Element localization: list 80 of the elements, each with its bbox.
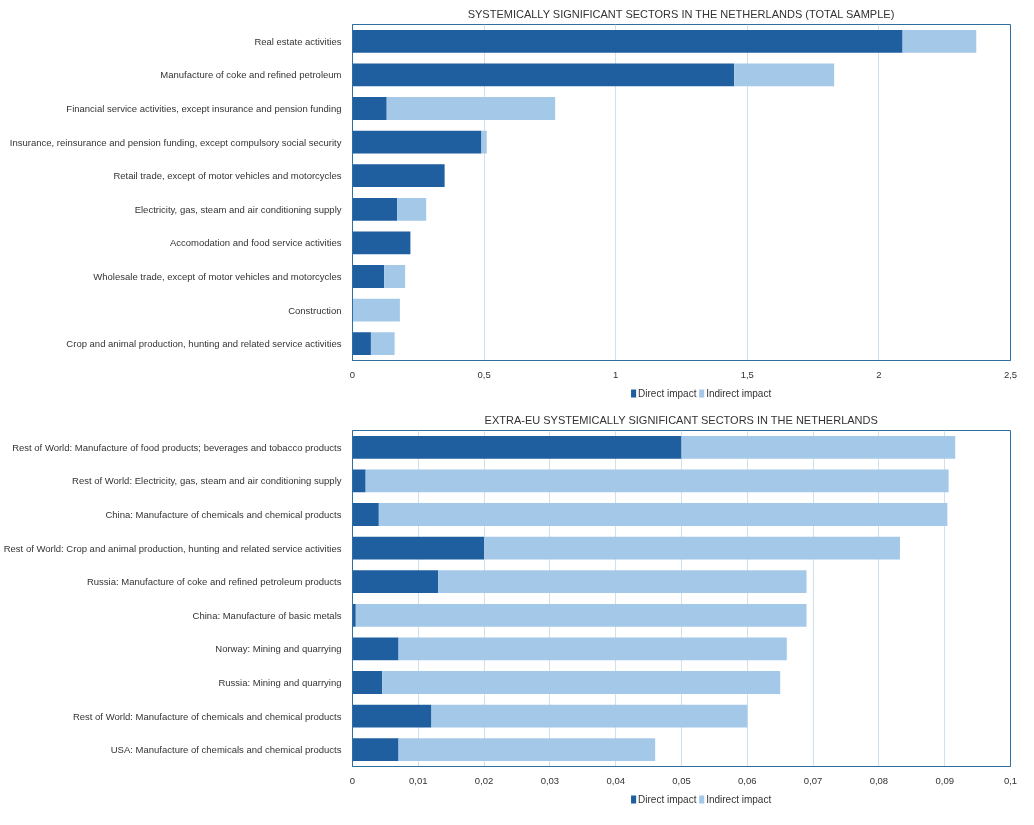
bar <box>370 332 395 356</box>
x-tick-label: 0,05 <box>672 774 691 786</box>
x-tick-label: 2,5 <box>1003 368 1018 380</box>
bar <box>382 671 781 694</box>
bar <box>352 63 735 87</box>
bar <box>386 97 556 120</box>
x-tick-label: 0,08 <box>869 774 889 786</box>
bar <box>352 503 379 526</box>
legend-label: Direct impact <box>638 794 697 805</box>
bar <box>384 265 406 288</box>
legend-label: Indirect impact <box>706 794 772 805</box>
y-tick-label: Retail trade, except of motor vehicles and motorcycles <box>113 170 342 182</box>
bar <box>902 29 977 53</box>
y-tick-label: Russia: Manufacture of coke and refined petroleum products <box>86 576 342 588</box>
y-tick-label: Manufacture of coke and refined petroleum <box>160 69 342 81</box>
x-tick-label: 0,1 <box>1003 774 1018 786</box>
y-tick-label: Rest of World: Manufacture of chemicals and chemical products <box>72 710 342 722</box>
bar <box>355 603 807 627</box>
x-tick-label: 1 <box>613 368 619 380</box>
bar <box>378 503 948 526</box>
bar <box>352 29 903 53</box>
bar <box>352 603 356 627</box>
bar <box>352 197 398 221</box>
y-tick-label: Rest of World: Manufacture of food products; beverages and tobacco products <box>12 441 342 453</box>
y-tick-label: Accomodation and food service activities <box>169 237 342 249</box>
bar <box>397 197 427 221</box>
bar <box>352 738 399 762</box>
y-tick-label: Construction <box>288 304 342 316</box>
y-tick-label: Russia: Mining and quarrying <box>218 677 342 688</box>
y-tick-label: Financial service activities, except insurance and pension funding <box>66 103 342 114</box>
bar <box>352 332 371 356</box>
x-tick-label: 0,07 <box>803 774 823 786</box>
y-tick-label: Wholesale trade, except of motor vehicles and motorcycles <box>93 271 342 282</box>
x-tick-label: 0,04 <box>606 774 625 786</box>
y-tick-label: China: Manufacture of basic metals <box>192 609 342 621</box>
bar <box>734 63 835 87</box>
bar <box>352 298 400 322</box>
y-tick-label: Rest of World: Crop and animal production, hunting and related service activities <box>3 542 342 554</box>
bar <box>481 130 487 154</box>
bar <box>352 130 482 154</box>
y-tick-label: Insurance, reinsurance and pension funding, except compulsory social security <box>9 136 342 148</box>
y-tick-label: Norway: Mining and quarrying <box>215 643 342 655</box>
x-tick-label: 0 <box>349 774 356 786</box>
bar <box>352 637 399 661</box>
y-tick-label: USA: Manufacture of chemicals and chemical products <box>110 744 342 756</box>
y-tick-label: China: Manufacture of chemicals and chemical products <box>105 509 342 520</box>
x-tick-label: 1,5 <box>740 368 754 380</box>
y-tick-label: Crop and animal production, hunting and related service activities <box>66 338 342 350</box>
bar <box>352 164 445 188</box>
bar <box>352 97 387 120</box>
bar <box>352 570 439 594</box>
y-tick-label: Electricity, gas, steam and air conditioning supply <box>134 203 342 215</box>
x-tick-label: 0,09 <box>935 774 954 786</box>
x-tick-label: 0,06 <box>738 774 757 786</box>
bar <box>352 671 383 694</box>
bar <box>352 536 485 560</box>
bar <box>431 704 748 728</box>
bar <box>484 536 900 560</box>
bar <box>365 469 949 493</box>
x-tick-label: 0,01 <box>409 774 428 786</box>
bar <box>352 231 411 255</box>
x-tick-label: 0,02 <box>474 774 494 786</box>
bar <box>681 435 956 459</box>
chart-title: SYSTEMICALLY SIGNIFICANT SECTORS IN THE NETHERLANDS (TOTAL SAMPLE) <box>467 7 895 20</box>
x-tick-label: 0,03 <box>540 774 560 786</box>
legend-label: Direct impact <box>638 388 697 399</box>
y-tick-label: Real estate activities <box>254 35 342 47</box>
bar <box>352 265 385 288</box>
y-tick-label: Rest of World: Electricity, gas, steam and air conditioning supply <box>72 475 342 487</box>
bar <box>398 738 656 762</box>
bar <box>352 435 682 459</box>
x-tick-label: 0 <box>349 368 356 380</box>
bar <box>398 637 787 661</box>
x-tick-label: 0,5 <box>477 368 491 380</box>
x-tick-label: 2 <box>876 368 882 380</box>
bar <box>352 469 366 493</box>
chart-title: EXTRA-EU SYSTEMICALLY SIGNIFICANT SECTORS IN THE NETHERLANDS <box>484 413 878 426</box>
bar <box>352 704 432 728</box>
legend-label: Indirect impact <box>706 388 772 399</box>
bar <box>438 570 807 594</box>
